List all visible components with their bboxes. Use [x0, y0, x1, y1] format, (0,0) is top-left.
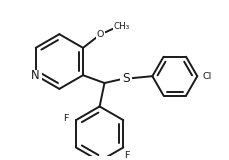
Text: N: N — [31, 69, 40, 82]
Bar — [198, 72, 214, 81]
Bar — [30, 70, 41, 80]
Text: F: F — [124, 151, 129, 160]
Text: F: F — [63, 114, 68, 123]
Text: O: O — [96, 30, 104, 39]
Bar — [95, 30, 105, 39]
Bar — [122, 151, 131, 160]
Text: Cl: Cl — [202, 72, 211, 81]
Bar — [120, 73, 131, 84]
Bar — [113, 22, 130, 31]
Text: CH₃: CH₃ — [113, 22, 130, 31]
Bar — [61, 114, 71, 123]
Text: S: S — [122, 72, 129, 85]
